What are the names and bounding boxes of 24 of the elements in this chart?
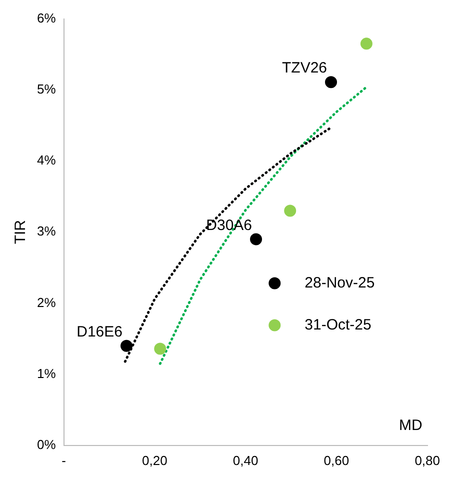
y-tick-label: 3% — [36, 224, 56, 239]
point — [325, 76, 338, 88]
x-tick-label: 0,60 — [324, 452, 350, 468]
y-axis-title: TIR — [12, 220, 30, 244]
legend-label: 28-Nov-25 — [304, 274, 375, 292]
x-tick-label: 0,80 — [414, 452, 440, 468]
y-tick-label: 2% — [36, 294, 56, 310]
y-tick-label: 6% — [36, 10, 56, 26]
y-tick-label: 1% — [36, 366, 56, 381]
legend-label: 31-Oct-25 — [304, 316, 372, 334]
x-tick-label: 0,40 — [232, 452, 258, 468]
point — [120, 340, 133, 352]
point — [154, 342, 166, 355]
annotation: D16E6 — [76, 324, 123, 340]
point — [284, 204, 296, 217]
point — [360, 38, 372, 50]
x-axis-title: MD — [399, 417, 423, 434]
x-tick-label: 0,20 — [142, 452, 168, 468]
y-tick-label: 0% — [36, 436, 56, 452]
y-tick-label: 4% — [36, 152, 56, 168]
y-tick-label: 5% — [36, 81, 56, 96]
point — [250, 233, 262, 246]
annotation: TZV26 — [282, 60, 328, 77]
x-tick-label: - — [62, 452, 66, 468]
